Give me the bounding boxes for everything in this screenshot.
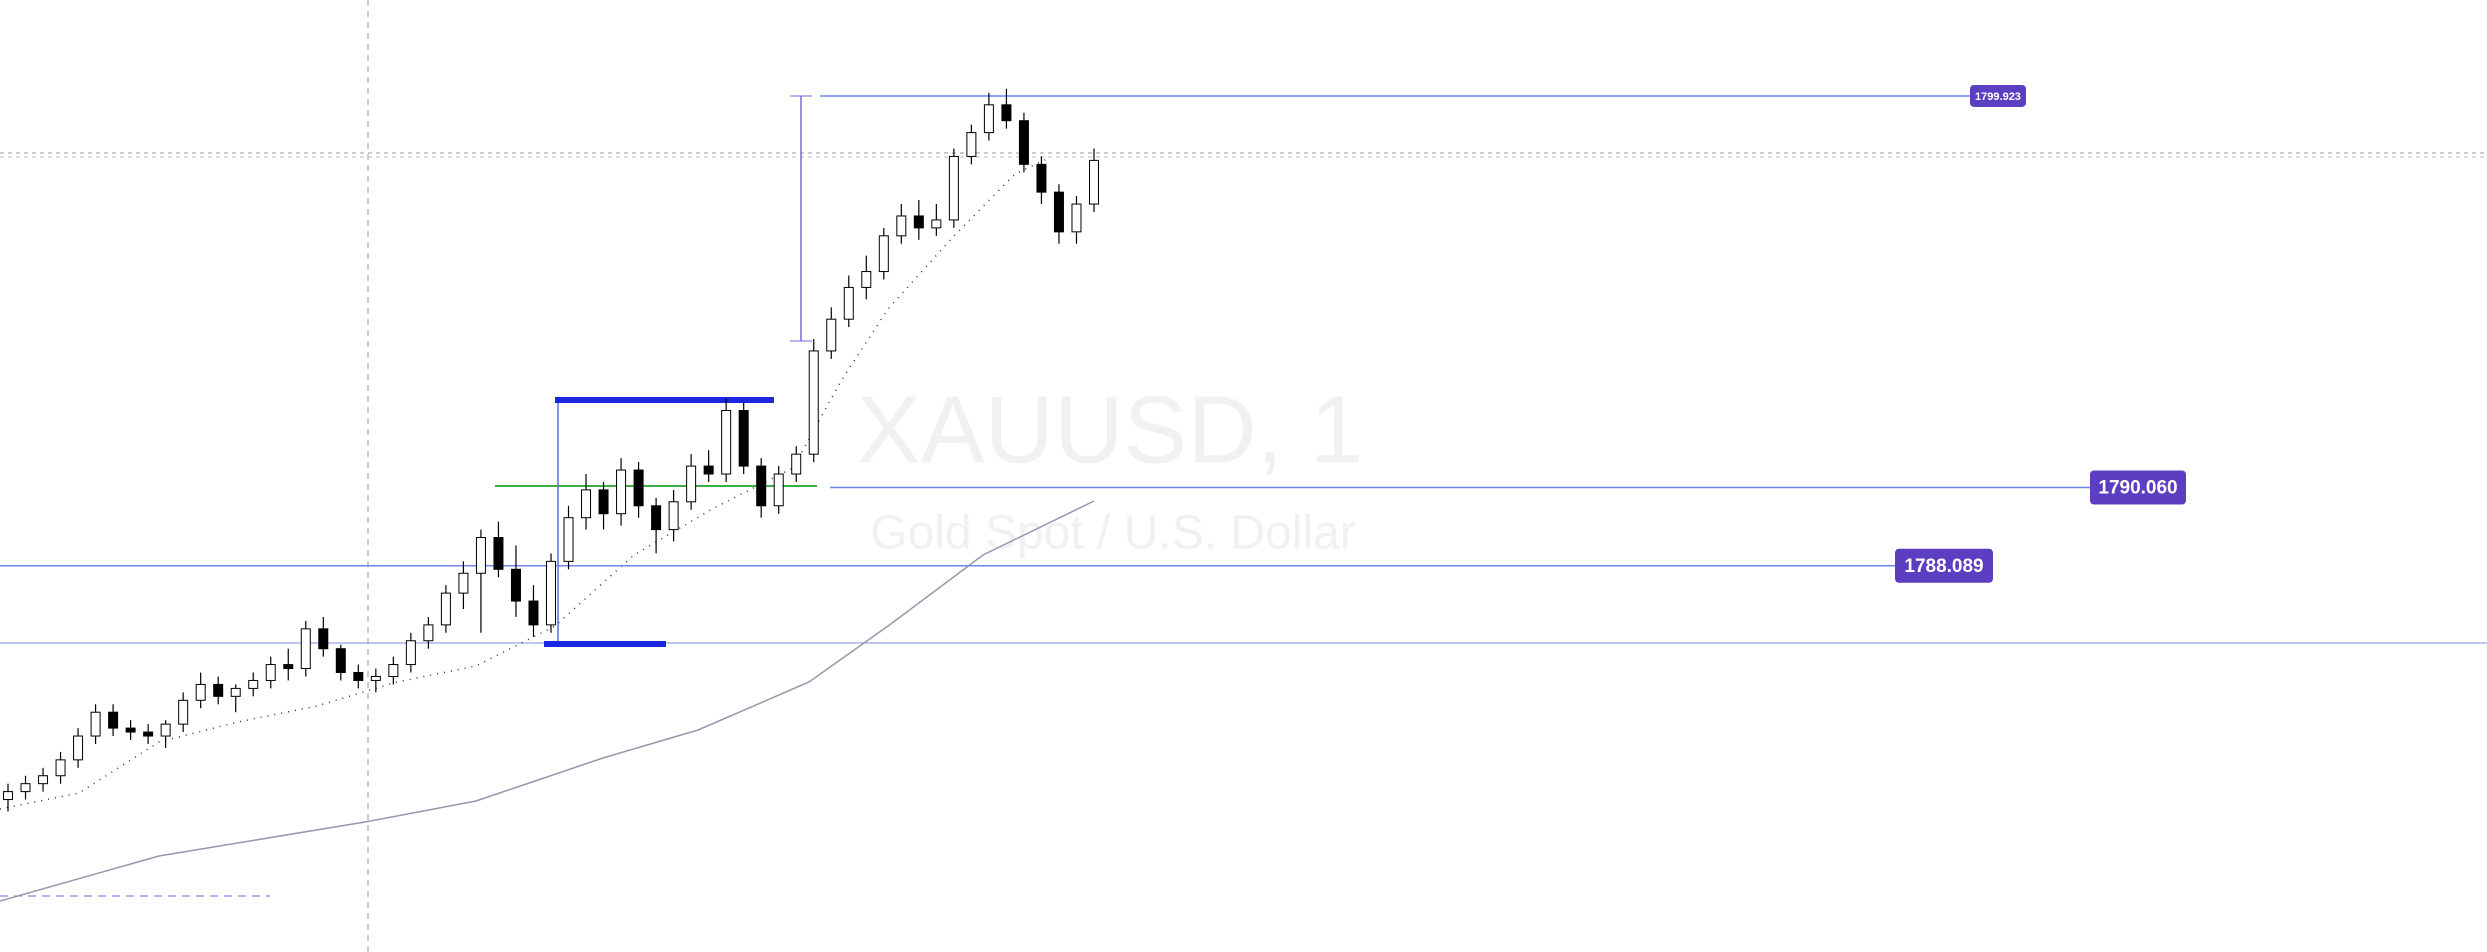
- candle-body: [493, 537, 504, 570]
- candle-body: [195, 683, 206, 701]
- candle-body: [423, 624, 434, 642]
- candle-body: [475, 537, 486, 574]
- candle-body: [143, 731, 154, 737]
- candle-body: [440, 592, 451, 626]
- candle-body: [581, 489, 592, 519]
- candle-body: [73, 735, 84, 761]
- candle-body: [843, 286, 854, 320]
- candle-body: [370, 675, 381, 681]
- candle-body: [108, 711, 119, 729]
- level-label: 1790.060: [2098, 478, 2177, 499]
- candle-body: [283, 664, 294, 670]
- candle-body: [861, 271, 872, 288]
- candle-body: [353, 672, 364, 681]
- level-label-box: [1895, 548, 1993, 583]
- candle-body: [756, 465, 767, 507]
- level-label-box: [1970, 84, 2026, 107]
- candle-body: [388, 664, 399, 677]
- level-label: 1799.923: [1975, 91, 2021, 103]
- candle-body: [300, 628, 311, 670]
- candle-body: [738, 409, 749, 467]
- candle-body: [90, 711, 101, 737]
- candle-body: [230, 687, 241, 697]
- candle-body: [1036, 163, 1047, 193]
- candle-body: [878, 235, 889, 273]
- candle-body: [721, 409, 732, 475]
- moving-average-slow: [0, 500, 1095, 902]
- candle-body: [773, 473, 784, 507]
- candle-body: [1001, 104, 1012, 122]
- candle-body: [55, 759, 66, 777]
- candle-body: [178, 699, 189, 725]
- candle-body: [633, 469, 644, 507]
- candle-body: [948, 155, 959, 221]
- candle-body: [983, 104, 994, 134]
- candle-body: [808, 350, 819, 455]
- candle-body: [248, 679, 259, 689]
- level-label-box: [2090, 470, 2186, 505]
- candle-body: [3, 791, 13, 801]
- candle-body: [826, 318, 837, 352]
- candle-body: [528, 600, 539, 626]
- candle-body: [563, 517, 574, 562]
- watermark-symbol: XAUUSD, 1: [857, 376, 1364, 483]
- candle-body: [1053, 191, 1064, 233]
- candle-body: [913, 215, 924, 229]
- watermark-description: Gold Spot / U.S. Dollar: [870, 507, 1356, 560]
- candle-body: [405, 640, 416, 666]
- candle-body: [1071, 203, 1082, 233]
- candle-body: [651, 505, 662, 531]
- candle-body: [335, 648, 346, 674]
- level-label: 1788.089: [1904, 556, 1983, 577]
- plot-area: 1799.923 1790.060 1788.089: [0, 84, 2186, 812]
- candle-body: [213, 683, 224, 697]
- candle-body: [458, 572, 469, 594]
- candle-body: [160, 723, 171, 737]
- candle-body: [686, 465, 697, 503]
- candle-body: [546, 560, 556, 626]
- candle-body: [703, 465, 714, 475]
- candle-body: [38, 775, 49, 785]
- candle-body: [931, 219, 942, 229]
- candle-body: [616, 469, 627, 515]
- candle-body: [896, 215, 907, 237]
- candle-body: [510, 568, 521, 602]
- candle-body: [791, 453, 802, 475]
- candle-body: [1089, 159, 1099, 205]
- candle-body: [598, 489, 609, 515]
- candle-body: [318, 628, 329, 650]
- candle-body: [125, 727, 136, 733]
- candle-body: [265, 664, 276, 681]
- candle-body: [668, 501, 679, 531]
- candle-body: [20, 783, 31, 793]
- candle-body: [1018, 120, 1029, 165]
- candle-body: [966, 132, 977, 157]
